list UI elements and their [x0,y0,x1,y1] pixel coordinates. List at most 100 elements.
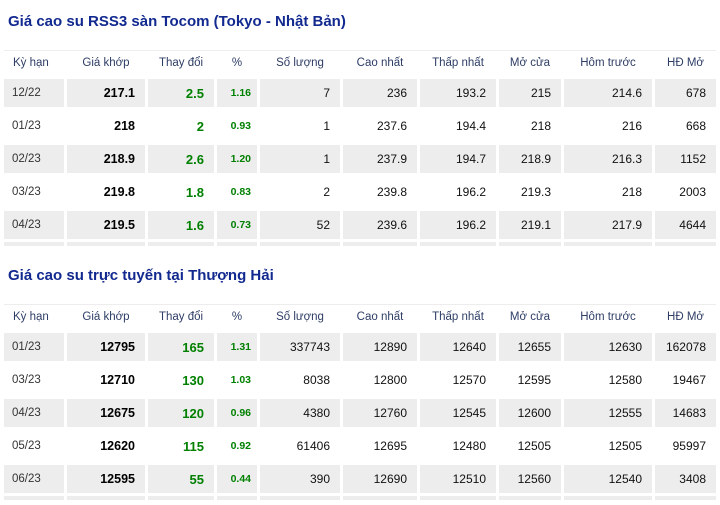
strip-cell [217,242,257,246]
volume-cell: 61406 [260,432,340,460]
strip-cell [564,242,652,246]
column-header-change-pct: % [231,57,243,69]
term-cell: 05/23 [4,432,64,460]
column-header-last-price: Giá khớp [82,311,130,323]
high-cell: 237.9 [343,145,417,173]
header-row: Kỳ hạn Giá khớp Thay đổi% Số lượng Cao nhất T… [4,304,716,329]
table-row: 04/23 12675 120 0.96 4380 12760 12545 12600 1255… [4,399,716,427]
prev-close-cell: 217.9 [564,211,652,239]
open-cell: 218.9 [499,145,561,173]
term-cell: 04/23 [4,399,64,427]
term-cell: 06/23 [4,465,64,493]
prev-close-cell: 12505 [564,432,652,460]
low-cell: 12480 [420,432,496,460]
change-cell: 1.8 [148,178,214,206]
column-header-prev-close: Hôm trước [580,57,636,69]
prev-close-cell: 214.6 [564,79,652,107]
low-cell: 196.2 [420,211,496,239]
change-cell: 2.5 [148,79,214,107]
table-row: 02/23 218.9 2.6 1.20 1 237.9 194.7 218.9 216.3 11… [4,145,716,173]
table-row: 03/23 219.8 1.8 0.83 2 239.8 196.2 219.3 218 2003 [4,178,716,206]
low-cell: 12545 [420,399,496,427]
strip-cell [217,496,257,500]
open-interest-cell: 4644 [655,211,716,239]
high-cell: 12800 [343,366,417,394]
high-cell: 237.6 [343,112,417,140]
high-cell: 12695 [343,432,417,460]
open-interest-cell: 2003 [655,178,716,206]
change-pct-cell: 1.31 [217,333,257,361]
last-price-cell: 12620 [67,432,145,460]
table-body: 12/22 217.1 2.5 1.16 7 236 193.2 215 214.6 678 01/… [0,79,720,246]
tocom-price-table: Kỳ hạn Giá khớp Thay đổi% Số lượng Cao nhất T… [0,50,720,246]
open-interest-cell: 668 [655,112,716,140]
prev-close-cell: 12580 [564,366,652,394]
open-interest-cell: 3408 [655,465,716,493]
strip-cell [655,496,716,500]
low-cell: 196.2 [420,178,496,206]
prev-close-cell: 216.3 [564,145,652,173]
column-header-low: Thấp nhất [432,311,484,323]
change-pct-cell: 0.96 [217,399,257,427]
term-cell: 03/23 [4,178,64,206]
low-cell: 193.2 [420,79,496,107]
change-cell: 115 [148,432,214,460]
change-pct-cell: 1.20 [217,145,257,173]
volume-cell: 1 [260,145,340,173]
column-header-term: Kỳ hạn [13,57,49,69]
header-row: Kỳ hạn Giá khớp Thay đổi% Số lượng Cao nhất T… [4,50,716,75]
open-cell: 215 [499,79,561,107]
strip-cell [148,496,214,500]
volume-cell: 52 [260,211,340,239]
table-body: 01/23 12795 165 1.31 337743 12890 12640 12655 12… [0,333,720,500]
change-pct-cell: 0.93 [217,112,257,140]
strip-cell [148,242,214,246]
open-interest-cell: 95997 [655,432,716,460]
volume-cell: 2 [260,178,340,206]
high-cell: 239.8 [343,178,417,206]
term-cell: 04/23 [4,211,64,239]
table-bottom-strip [4,496,716,500]
term-cell: 01/23 [4,112,64,140]
prev-close-cell: 216 [564,112,652,140]
column-header-open-interest: HĐ Mở [667,311,704,323]
strip-cell [67,496,145,500]
last-price-cell: 219.5 [67,211,145,239]
table-row: 04/23 219.5 1.6 0.73 52 239.6 196.2 219.1 217.9 4… [4,211,716,239]
change-cell: 120 [148,399,214,427]
volume-cell: 337743 [260,333,340,361]
table-row: 03/23 12710 130 1.03 8038 12800 12570 12595 1258… [4,366,716,394]
prev-close-cell: 12630 [564,333,652,361]
volume-cell: 7 [260,79,340,107]
low-cell: 194.4 [420,112,496,140]
open-cell: 12600 [499,399,561,427]
term-cell: 12/22 [4,79,64,107]
change-cell: 130 [148,366,214,394]
change-cell: 2 [148,112,214,140]
change-cell: 2.6 [148,145,214,173]
shanghai-price-table: Kỳ hạn Giá khớp Thay đổi% Số lượng Cao nhất T… [0,304,720,500]
tocom-price-section: Giá cao su RSS3 sàn Tocom (Tokyo - Nhật … [0,0,720,246]
strip-cell [655,242,716,246]
column-header-volume: Số lượng [276,57,324,69]
change-pct-cell: 0.44 [217,465,257,493]
shanghai-section-title[interactable]: Giá cao su trực tuyến tại Thượng Hải [8,267,274,284]
term-cell: 01/23 [4,333,64,361]
volume-cell: 8038 [260,366,340,394]
shanghai-price-section: Giá cao su trực tuyến tại Thượng Hải Kỳ … [0,266,720,500]
column-header-open: Mở cửa [509,57,551,69]
tocom-section-title[interactable]: Giá cao su RSS3 sàn Tocom (Tokyo - Nhật … [8,13,346,30]
open-interest-cell: 19467 [655,366,716,394]
table-row: 01/23 218 2 0.93 1 237.6 194.4 218 216 668 [4,112,716,140]
term-cell: 03/23 [4,366,64,394]
change-pct-cell: 1.16 [217,79,257,107]
open-cell: 12595 [499,366,561,394]
last-price-cell: 219.8 [67,178,145,206]
strip-cell [67,242,145,246]
last-price-cell: 12795 [67,333,145,361]
low-cell: 12640 [420,333,496,361]
open-cell: 219.3 [499,178,561,206]
strip-cell [420,496,496,500]
change-cell: 1.6 [148,211,214,239]
volume-cell: 1 [260,112,340,140]
